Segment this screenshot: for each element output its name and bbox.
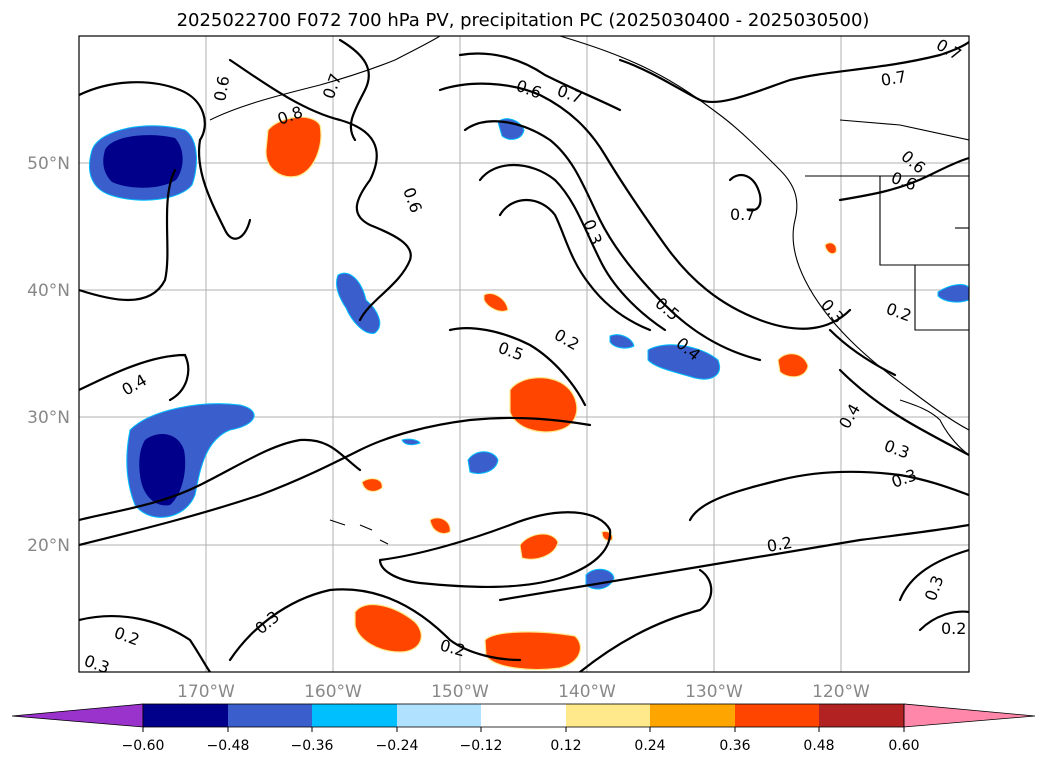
contour-label: 0.7 (879, 67, 907, 90)
contour-label: 0.2 (765, 533, 793, 556)
colorbar-segment (143, 704, 228, 727)
colorbar-tick-label: −0.12 (460, 738, 503, 754)
lat-label-30n: 30°N (27, 408, 70, 428)
colorbar-tick-label: 0.36 (719, 738, 750, 754)
colorbar-segment (397, 704, 481, 727)
figure-title: 2025022700 F072 700 hPa PV, precipitatio… (177, 10, 870, 31)
colorbar: −0.60 −0.48 −0.36 −0.24 −0.12 0.12 0.24 … (11, 703, 1036, 754)
colorbar-tick-label: −0.36 (291, 738, 334, 754)
lon-label-120w: 120°W (812, 682, 870, 702)
colorbar-tick-label: 0.12 (550, 738, 581, 754)
colorbar-segment (312, 704, 397, 727)
coastlines (209, 36, 969, 545)
lon-label-160w: 160°W (304, 682, 362, 702)
colorbar-tick-label: 0.48 (803, 738, 834, 754)
precip-negative-areas (88, 118, 969, 590)
colorbar-segment (228, 704, 312, 727)
colorbar-outline (142, 703, 905, 728)
lat-label-40n: 40°N (27, 281, 70, 301)
colorbar-segment (650, 704, 735, 727)
colorbar-segment (819, 704, 904, 727)
colorbar-segment (735, 704, 819, 727)
map-frame (78, 35, 970, 673)
lon-label-150w: 150°W (431, 682, 489, 702)
contour-label: 0.7 (730, 205, 755, 224)
colorbar-tick-label: −0.24 (376, 738, 419, 754)
map-area: 0.6 0.7 0.8 0.7 0.6 0.7 0.6 0.7 0.7 0.6 … (79, 36, 969, 678)
longitude-labels: 170°W 160°W 150°W 140°W 130°W 120°W (177, 682, 870, 702)
colorbar-segment (481, 704, 566, 727)
colorbar-ticks (142, 727, 905, 732)
colorbar-tick-label: −0.60 (122, 738, 165, 754)
lon-label-170w: 170°W (177, 682, 235, 702)
lon-label-140w: 140°W (558, 682, 616, 702)
contour-label: 0.2 (941, 619, 966, 638)
contour-label: 0.3 (82, 651, 112, 678)
colorbar-arrow-left (11, 703, 144, 728)
latitude-labels: 50°N 40°N 30°N 20°N (27, 154, 70, 556)
lat-label-20n: 20°N (27, 536, 70, 556)
lat-label-50n: 50°N (27, 154, 70, 174)
colorbar-tick-label: 0.60 (888, 738, 919, 754)
colorbar-segment (566, 704, 650, 727)
colorbar-tick-label: 0.24 (634, 738, 665, 754)
lon-label-130w: 130°W (685, 682, 743, 702)
colorbar-tick-label: −0.48 (207, 738, 250, 754)
contour-label: 0.6 (210, 74, 233, 102)
colorbar-arrow-right (903, 703, 1036, 728)
pv-contours (79, 38, 969, 672)
